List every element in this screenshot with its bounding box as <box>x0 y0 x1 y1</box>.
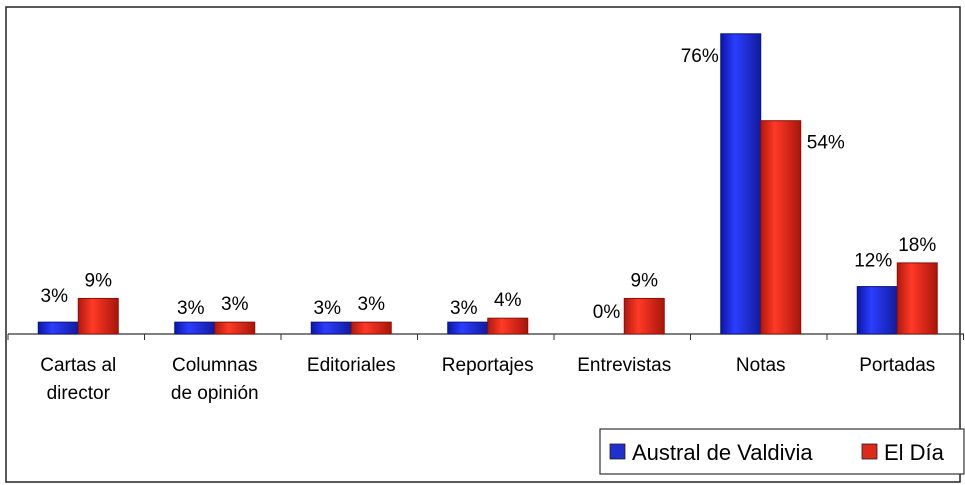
bar-el-dia <box>896 262 938 335</box>
bar-austral <box>720 33 762 335</box>
data-label: 18% <box>898 235 936 256</box>
category-label: de opinión <box>171 383 259 404</box>
category-label: Columnas <box>172 355 258 376</box>
bar-austral <box>310 321 352 335</box>
bar-el-dia <box>487 317 529 335</box>
chart-frame <box>5 6 961 483</box>
data-label: 3% <box>358 294 386 315</box>
data-label: 3% <box>314 298 342 319</box>
category-label: Notas <box>736 355 786 376</box>
data-label: 76% <box>681 46 719 67</box>
data-label: 3% <box>41 286 69 307</box>
data-label: 9% <box>85 270 113 291</box>
category-label: Entrevistas <box>577 355 671 376</box>
data-label: 4% <box>494 290 522 311</box>
legend-swatch-el-dia <box>861 443 878 460</box>
bar-el-dia <box>760 120 802 335</box>
bar-el-dia <box>214 321 256 335</box>
legend: Austral de Valdivia El Día <box>599 428 965 475</box>
bar-austral <box>447 321 489 335</box>
data-label: 9% <box>631 270 659 291</box>
category-label: Editoriales <box>307 355 396 376</box>
bar-el-dia <box>623 297 665 335</box>
category-label: Reportajes <box>442 355 534 376</box>
bar-austral <box>37 321 79 335</box>
legend-label: El Día <box>884 440 945 465</box>
bar-el-dia <box>77 297 119 335</box>
legend-box <box>599 428 965 475</box>
category-label: Cartas al <box>40 355 116 376</box>
bar-el-dia <box>350 321 392 335</box>
bar-austral <box>856 286 898 335</box>
category-label: Portadas <box>859 355 935 376</box>
data-label: 54% <box>807 133 845 154</box>
category-label: director <box>47 383 111 404</box>
data-label: 0% <box>593 302 621 323</box>
legend-swatch-austral <box>609 443 626 460</box>
data-label: 3% <box>450 298 478 319</box>
data-label: 3% <box>177 298 205 319</box>
legend-label: Austral de Valdivia <box>632 440 813 465</box>
plot-area: 3% 9% Cartas al director 3% 3% Columnas de opin… <box>7 33 964 404</box>
data-label: 3% <box>221 294 249 315</box>
bar-austral <box>174 321 216 335</box>
data-label: 12% <box>854 251 892 272</box>
